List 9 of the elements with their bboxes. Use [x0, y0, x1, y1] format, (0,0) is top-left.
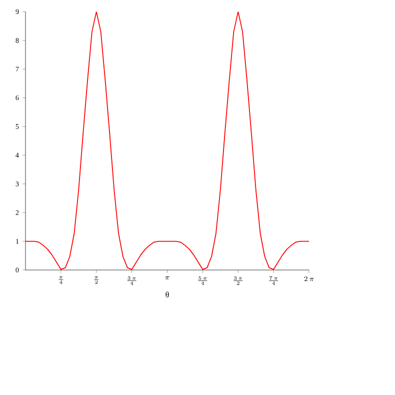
x-tick-label: $\frac{3\,\pi}{4}$	[127, 276, 136, 285]
x-tick-label: $\frac{\pi}{2}$	[94, 276, 99, 284]
x-tick-label: $\frac{3\,\pi}{2}$	[234, 276, 243, 285]
x-axis-title: θ	[166, 292, 169, 298]
x-tick-label: $\frac{\pi}{4}$	[58, 276, 64, 284]
x-tick-label: $\frac{5\,\pi}{4}$	[198, 276, 208, 285]
x-tick-label: $2\,\pi$	[304, 276, 314, 282]
x-tick-label: $\frac{7\,\pi}{4}$	[269, 276, 278, 285]
x-tick-label: $\pi$	[165, 276, 170, 280]
